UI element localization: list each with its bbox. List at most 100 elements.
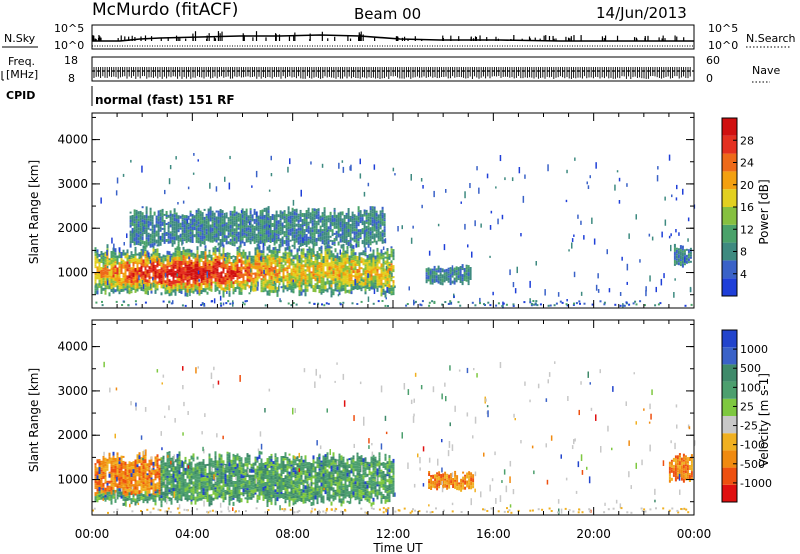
echo-cell xyxy=(316,253,319,257)
echo-cell xyxy=(375,233,378,238)
echo-cell xyxy=(102,261,105,265)
echo-cell xyxy=(207,237,210,242)
echo-cell xyxy=(116,488,119,492)
echo-cell xyxy=(388,263,391,266)
ground-scatter-point xyxy=(242,301,245,304)
echo-cell xyxy=(350,260,353,264)
echo-cell xyxy=(122,498,125,501)
echo-cell xyxy=(292,268,295,271)
echo-cell xyxy=(209,232,212,235)
echo-cell xyxy=(170,255,173,258)
echo-cell xyxy=(98,480,101,483)
echo-cell xyxy=(152,486,155,490)
echo-cell xyxy=(236,247,239,250)
echo-cell xyxy=(150,256,153,259)
echo-cell xyxy=(112,468,115,473)
echo-cell xyxy=(131,215,134,217)
ground-scatter-point xyxy=(643,304,646,307)
echo-cell xyxy=(143,241,146,246)
echo-point xyxy=(248,221,251,226)
echo-cell xyxy=(194,482,197,486)
echo-point xyxy=(198,279,200,282)
echo-cell xyxy=(287,235,290,238)
echo-cell xyxy=(386,257,389,259)
echo-cell xyxy=(140,265,143,270)
echo-cell xyxy=(154,289,157,294)
echo-cell xyxy=(243,213,246,216)
echo-cell xyxy=(98,483,101,485)
echo-point xyxy=(382,246,385,250)
echo-cell xyxy=(253,235,256,240)
echo-cell xyxy=(311,240,314,245)
echo-cell xyxy=(122,478,125,483)
echo-cell xyxy=(214,258,217,261)
echo-cell xyxy=(184,266,187,269)
echo-cell xyxy=(180,255,183,257)
echo-cell xyxy=(100,487,103,490)
echo-cell xyxy=(337,233,340,238)
echo-cell xyxy=(300,277,303,282)
echo-cell xyxy=(158,496,161,501)
echo-cell xyxy=(228,290,231,293)
echo-cell xyxy=(313,222,316,226)
power-ylabel: Slant Range [km] xyxy=(27,160,41,264)
echo-cell xyxy=(134,486,137,490)
echo-cell xyxy=(285,237,288,240)
echo-cell xyxy=(248,255,251,258)
echo-cell xyxy=(351,226,354,230)
echo-cell xyxy=(154,463,157,467)
echo-cell xyxy=(189,231,192,235)
echo-cell xyxy=(380,279,383,282)
echo-cell xyxy=(194,257,197,261)
echo-cell xyxy=(341,239,344,243)
echo-cell xyxy=(375,231,378,234)
echo-cell xyxy=(239,213,242,217)
echo-cell xyxy=(307,238,310,241)
echo-cell xyxy=(185,225,188,230)
ground-scatter-point xyxy=(479,302,481,305)
echo-cell xyxy=(370,259,373,263)
echo-cell xyxy=(360,289,363,292)
echo-cell xyxy=(138,473,141,478)
echo-cell xyxy=(274,265,277,270)
echo-cell xyxy=(261,219,264,224)
echo-cell xyxy=(289,239,292,242)
echo-cell xyxy=(302,289,305,293)
echo-cell xyxy=(263,238,266,242)
echo-cell xyxy=(134,288,137,293)
echo-cell xyxy=(235,218,238,223)
echo-cell xyxy=(297,223,300,226)
echo-cell xyxy=(149,214,152,219)
echo-cell xyxy=(199,229,202,232)
echo-cell xyxy=(290,281,293,286)
echo-cell xyxy=(376,263,379,266)
echo-cell xyxy=(152,461,155,466)
echo-cell xyxy=(451,275,454,278)
echo-point xyxy=(471,251,473,258)
echo-cell xyxy=(257,219,260,222)
echo-cell xyxy=(140,276,143,279)
echo-cell xyxy=(363,224,366,229)
echo-cell xyxy=(310,259,313,263)
echo-cell xyxy=(307,229,310,234)
echo-cell xyxy=(324,249,327,252)
echo-cell xyxy=(217,212,220,217)
echo-cell xyxy=(135,220,138,224)
echo-cell xyxy=(231,216,234,219)
echo-point xyxy=(197,159,199,162)
echo-cell xyxy=(178,461,181,465)
echo-cell xyxy=(248,251,251,256)
echo-point xyxy=(367,296,370,302)
echo-cell xyxy=(118,283,121,286)
echo-cell xyxy=(186,486,189,491)
echo-cell xyxy=(144,456,147,460)
ground-scatter-point xyxy=(444,301,447,303)
echo-cell xyxy=(144,463,147,468)
echo-cell xyxy=(689,254,692,257)
echo-cell xyxy=(363,214,366,217)
echo-cell xyxy=(203,219,206,224)
echo-cell xyxy=(386,263,389,267)
echo-cell xyxy=(136,494,139,498)
ground-scatter-point xyxy=(487,301,490,304)
echo-cell xyxy=(257,225,260,228)
